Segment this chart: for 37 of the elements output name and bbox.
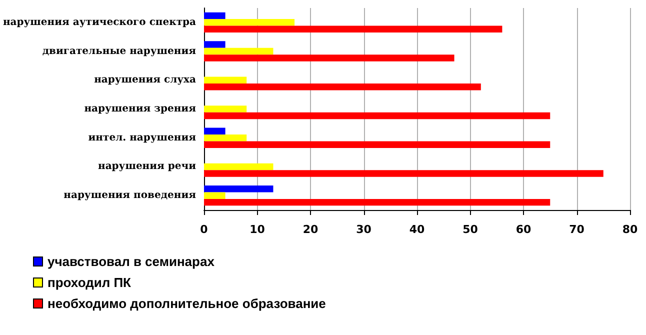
legend-label: учавствовал в семинарах [48, 254, 216, 269]
bar [204, 192, 226, 199]
x-tick-label: 50 [462, 223, 478, 236]
y-tick-label: нарушения аутического спектра [2, 16, 197, 28]
bar [204, 185, 274, 192]
x-tick-label: 0 [200, 223, 208, 236]
x-tick-label: 20 [302, 223, 318, 236]
legend-label: необходимо дополнительное образование [48, 296, 326, 311]
bar [204, 19, 295, 26]
bar [204, 163, 274, 170]
y-tick-label: нарушения речи [98, 161, 197, 172]
bar [204, 198, 550, 206]
bar [204, 76, 247, 84]
bar [204, 134, 247, 142]
x-tick-label: 70 [569, 223, 585, 236]
bar [204, 26, 502, 33]
bar [204, 84, 481, 90]
bar [204, 106, 247, 112]
bar [204, 128, 226, 134]
y-tick-label: интел. нарушения [88, 132, 197, 144]
x-tick-label: 60 [516, 223, 532, 236]
x-tick-label: 40 [409, 223, 425, 236]
y-tick-label: нарушения зрения [84, 104, 197, 114]
bar [204, 170, 604, 177]
y-tick-label: нарушения поведения [64, 190, 197, 202]
x-tick-label: 10 [250, 223, 266, 236]
y-tick-label: двигательные нарушения [42, 46, 197, 57]
x-tick-label: 80 [622, 223, 638, 236]
y-tick-label: нарушения слуха [94, 74, 197, 86]
legend-label: проходил ПК [48, 275, 132, 290]
x-tick-label: 30 [356, 223, 372, 236]
bar [204, 48, 274, 55]
bar [204, 41, 226, 48]
bar [204, 12, 226, 20]
bar [204, 141, 550, 148]
bar [204, 112, 550, 120]
bar [204, 54, 454, 62]
